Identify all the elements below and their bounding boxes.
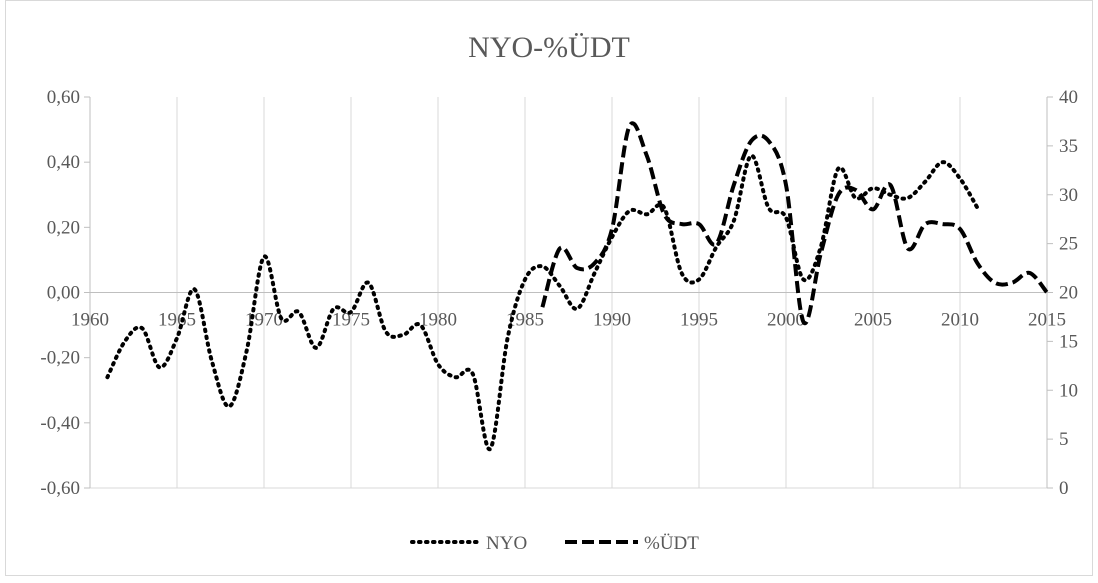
x-tick-label: 1990 (593, 310, 631, 331)
y-left-tick-label: 0,20 (47, 217, 80, 238)
x-tick-label: 1965 (158, 310, 196, 331)
series-line-udt (540, 121, 1049, 326)
y-left-tick-label: 0,00 (47, 283, 80, 304)
y-left-tick-label: 0,40 (47, 152, 80, 173)
legend-label-nyo: NYO (486, 533, 527, 554)
series-layer (105, 121, 1049, 451)
chart-title: NYO-%ÜDT (468, 31, 630, 64)
x-tick-label: 2000 (767, 310, 805, 331)
y-right-tick-label: 35 (1059, 136, 1078, 157)
x-tick-label: 1995 (680, 310, 718, 331)
y-left-tick-label: 0,60 (47, 87, 80, 108)
x-tick-label: 2010 (941, 310, 979, 331)
axes-layer: -0,60 -0,40 -0,20 0,00 0,20 0,40 0,60 0 5 10 15 20 2… (40, 87, 1078, 499)
y-right-tick-label: 0 (1059, 478, 1069, 499)
y-right-tick-label: 15 (1059, 331, 1078, 352)
x-tick-label: 2015 (1028, 310, 1066, 331)
x-tick-label: 1985 (506, 310, 544, 331)
y-right-tick-label: 5 (1059, 429, 1069, 450)
y-left-tick-label: -0,40 (40, 413, 80, 434)
y-left-tick-label: -0,20 (40, 348, 80, 369)
x-tick-label: 1975 (332, 310, 370, 331)
x-tick-label: 1960 (71, 310, 109, 331)
legend: NYO %ÜDT (410, 533, 699, 554)
y-left-tick-label: -0,60 (40, 478, 80, 499)
x-tick-label: 1980 (419, 310, 457, 331)
y-right-tick-label: 20 (1059, 283, 1078, 304)
y-right-tick-label: 10 (1059, 380, 1078, 401)
series-line-nyo (105, 153, 980, 451)
x-tick-label: 2005 (854, 310, 892, 331)
legend-label-udt: %ÜDT (644, 533, 699, 554)
x-tick-label: 1970 (245, 310, 283, 331)
y-right-tick-label: 30 (1059, 185, 1078, 206)
y-right-tick-label: 40 (1059, 87, 1078, 108)
y-right-tick-label: 25 (1059, 234, 1078, 255)
